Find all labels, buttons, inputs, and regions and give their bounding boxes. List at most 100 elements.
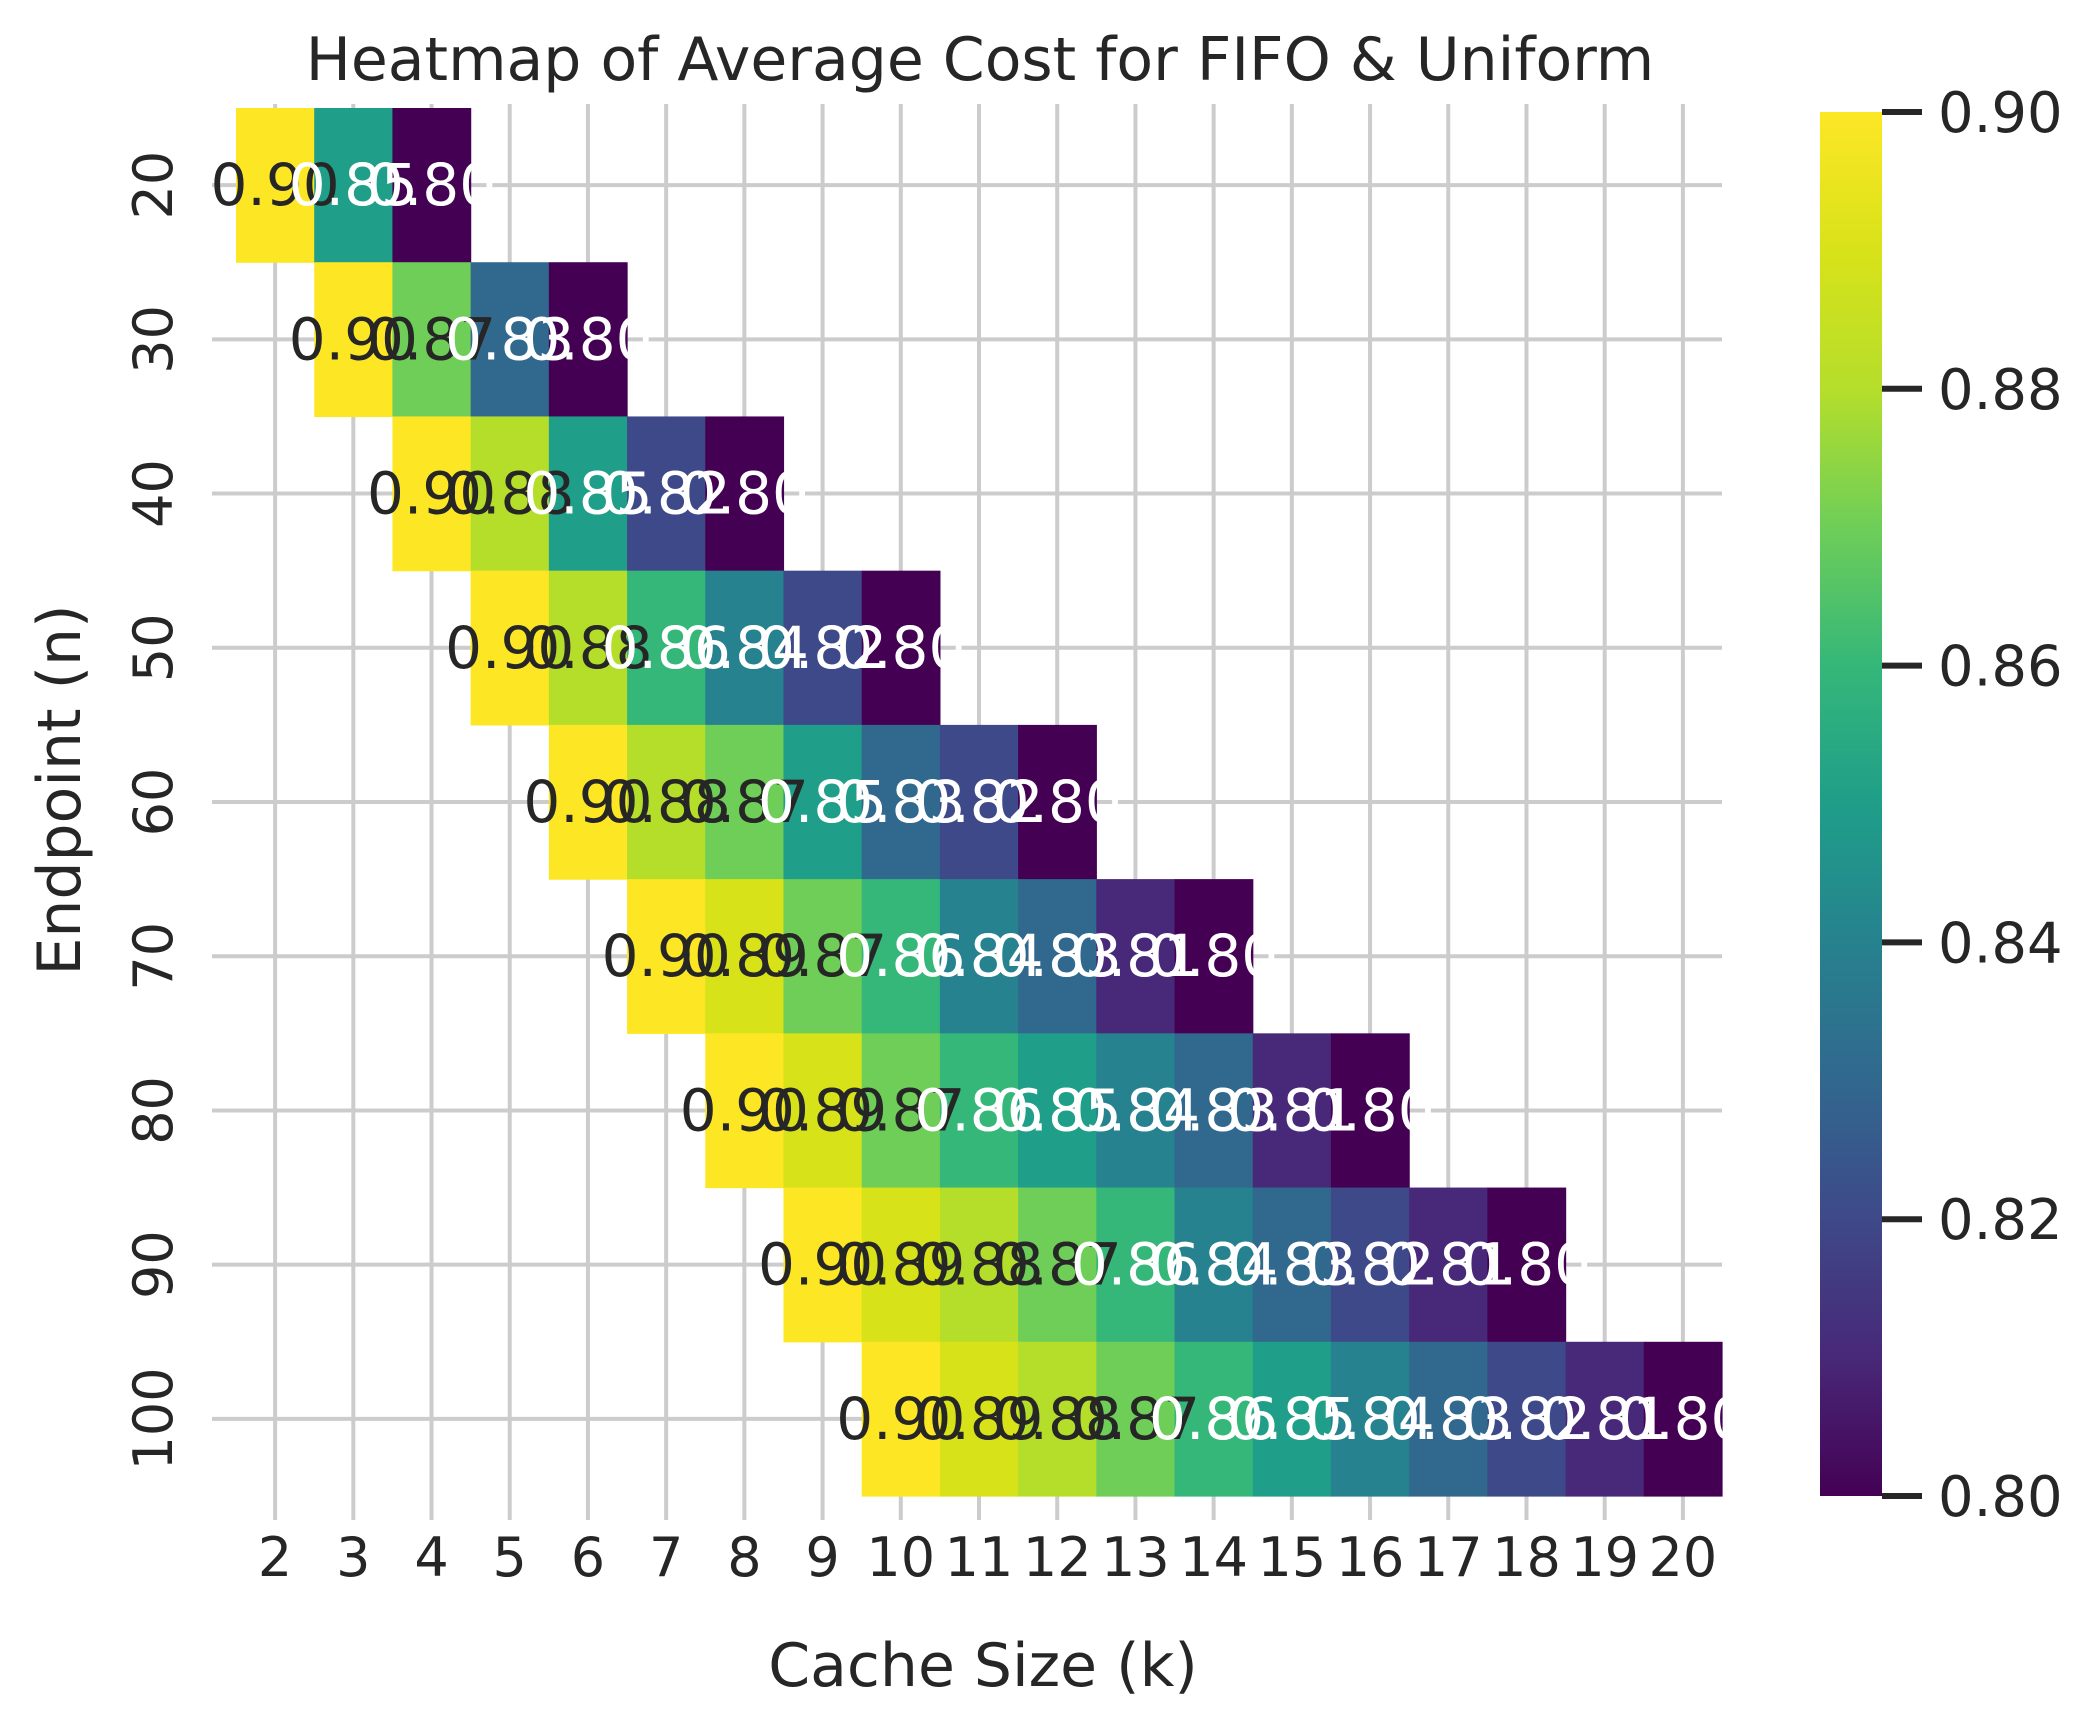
heatmap-cell — [939, 724, 1019, 880]
heatmap-cell — [705, 724, 785, 880]
heatmap-cell — [705, 416, 785, 572]
heatmap-cell — [861, 1033, 941, 1189]
y-tick-label: 90 — [122, 1230, 185, 1299]
cell-annotation: 0.86 — [914, 1076, 1043, 1144]
cell-annotation: 0.86 — [1071, 1231, 1200, 1299]
heatmap-cell — [1174, 1187, 1254, 1343]
cell-annotation: 0.84 — [1149, 1231, 1278, 1299]
cell-annotation: 0.87 — [1071, 1385, 1200, 1453]
heatmap-cell — [1174, 1033, 1254, 1189]
cell-annotation: 0.87 — [836, 1076, 965, 1144]
cell-annotation: 0.88 — [914, 1231, 1043, 1299]
heatmap-cell — [1487, 1341, 1567, 1497]
y-tick-label: 60 — [122, 768, 185, 837]
heatmap-cell — [939, 1033, 1019, 1189]
cell-annotation: 0.85 — [523, 460, 652, 528]
heatmap-cell — [783, 1187, 863, 1343]
heatmap-cell — [548, 570, 628, 726]
cell-annotation: 0.87 — [758, 922, 887, 990]
x-tick-label: 10 — [866, 1526, 935, 1589]
heatmap-cell — [861, 1341, 941, 1497]
cell-annotation: 0.88 — [993, 1385, 1122, 1453]
cell-annotation: 0.87 — [367, 305, 496, 373]
x-tick-label: 3 — [336, 1526, 370, 1589]
heatmap-cell — [1252, 1033, 1332, 1189]
cell-annotation: 0.80 — [836, 614, 965, 682]
cell-annotation: 0.83 — [1384, 1385, 1513, 1453]
y-tick-labels: 20 30 40 50 60 70 80 90 100 — [122, 151, 185, 1471]
cell-annotation: 0.90 — [836, 1385, 965, 1453]
x-tick-labels: 2 3 4 5 6 7 8 9 10 11 12 13 14 15 16 17 18 19 20 — [258, 1526, 1717, 1589]
heatmap-cell — [783, 724, 863, 880]
heatmap-cell — [392, 416, 472, 572]
chart-title: Heatmap of Average Cost for FIFO & Unifo… — [306, 25, 1654, 95]
cell-annotation: 0.87 — [993, 1231, 1122, 1299]
colorbar-tick-label: 0.88 — [1938, 358, 2063, 423]
heatmap-cell — [1018, 879, 1097, 1034]
cell-annotation: 0.90 — [289, 305, 418, 373]
heatmap-cell — [1643, 1341, 1723, 1497]
heatmap-cell — [470, 570, 550, 726]
x-tick-label: 14 — [1179, 1526, 1248, 1589]
cell-annotation: 0.80 — [1462, 1231, 1591, 1299]
heatmap-cell — [627, 570, 706, 726]
heatmap-cell — [1409, 1187, 1488, 1343]
heatmap-cell — [705, 879, 785, 1034]
cell-annotation: 0.84 — [1071, 1076, 1200, 1144]
cell-annotation: 0.88 — [602, 768, 731, 836]
cell-annotation: 0.85 — [993, 1076, 1122, 1144]
heatmap-cell — [548, 724, 628, 880]
x-tick-label: 8 — [727, 1526, 761, 1589]
heatmap-cell — [939, 879, 1019, 1034]
cell-annotation: 0.82 — [1462, 1385, 1591, 1453]
heatmap-cell — [314, 262, 394, 418]
heatmap-cell — [1096, 879, 1176, 1034]
cell-annotation: 0.83 — [993, 922, 1122, 990]
cell-annotation: 0.80 — [680, 460, 809, 528]
cell-annotation: 0.80 — [1305, 1076, 1434, 1144]
cell-annotations: 0.900.850.800.900.870.830.800.900.880.85… — [211, 151, 1748, 1453]
heatmap-cell — [1330, 1033, 1410, 1189]
cell-annotation: 0.80 — [993, 768, 1122, 836]
heatmap-cell — [1096, 1187, 1176, 1343]
heatmap-cell — [1330, 1187, 1410, 1343]
heatmap-cell — [1330, 1341, 1410, 1497]
x-axis-label: Cache Size (k) — [768, 1631, 1197, 1701]
cell-annotation: 0.84 — [914, 922, 1043, 990]
cell-annotation: 0.80 — [1618, 1385, 1747, 1453]
cell-annotation: 0.90 — [602, 922, 731, 990]
cell-annotation: 0.86 — [836, 922, 965, 990]
heatmap-cell — [627, 879, 706, 1034]
cell-annotation: 0.86 — [1149, 1385, 1278, 1453]
heatmap-cell — [861, 1187, 941, 1343]
colorbar — [1820, 112, 1882, 1496]
cell-annotation: 0.81 — [1384, 1231, 1513, 1299]
heatmap-cell — [939, 1341, 1019, 1497]
cell-annotation: 0.90 — [211, 151, 340, 219]
y-tick-label: 80 — [122, 1076, 185, 1145]
y-tick-label: 70 — [122, 922, 185, 991]
cell-annotation: 0.88 — [445, 460, 574, 528]
heatmap-cell — [783, 1033, 863, 1189]
cell-annotation: 0.81 — [1540, 1385, 1669, 1453]
x-tick-label: 16 — [1336, 1526, 1405, 1589]
cell-annotation: 0.85 — [289, 151, 418, 219]
cell-annotation: 0.83 — [1227, 1231, 1356, 1299]
x-tick-label: 2 — [258, 1526, 292, 1589]
cell-annotation: 0.82 — [914, 768, 1043, 836]
y-tick-label: 100 — [122, 1367, 185, 1470]
cell-annotation: 0.83 — [836, 768, 965, 836]
cell-annotation: 0.82 — [758, 614, 887, 682]
y-tick-label: 20 — [122, 151, 185, 220]
heatmap-cell — [470, 416, 550, 572]
x-tick-label: 17 — [1414, 1526, 1483, 1589]
heatmap-cell — [1096, 1341, 1176, 1497]
colorbar-tick-label: 0.90 — [1938, 81, 2063, 146]
cell-annotation: 0.84 — [1305, 1385, 1434, 1453]
cell-annotation: 0.83 — [445, 305, 574, 373]
cell-annotation: 0.89 — [914, 1385, 1043, 1453]
heatmap-cell — [627, 724, 706, 880]
heatmap-cell — [1096, 1033, 1176, 1189]
y-tick-label: 30 — [122, 305, 185, 374]
